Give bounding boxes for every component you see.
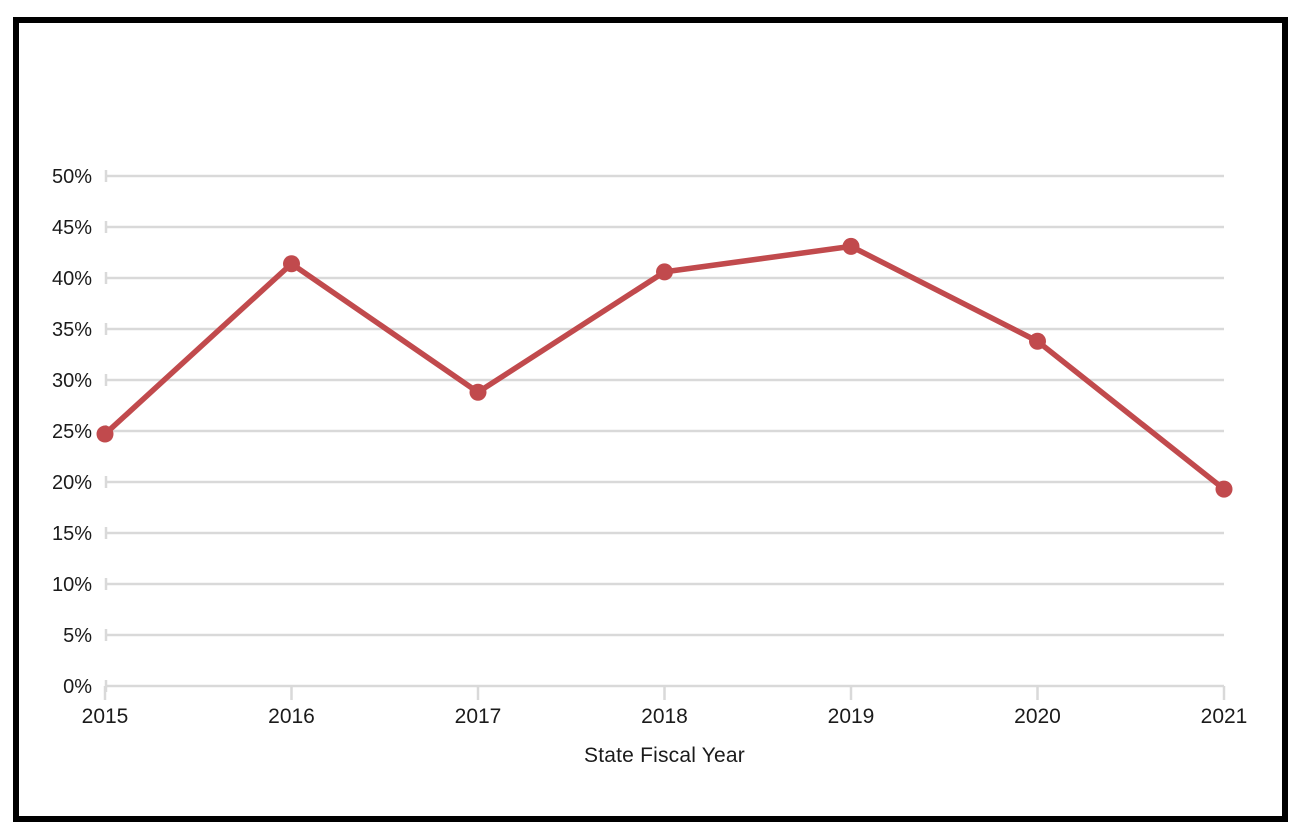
x-tick-label: 2019 xyxy=(828,705,875,728)
y-tick-label: 5% xyxy=(63,625,92,647)
data-point xyxy=(96,425,114,443)
y-tick-label: 25% xyxy=(52,421,92,443)
data-point xyxy=(842,237,860,255)
data-point xyxy=(1029,332,1046,350)
y-tick-label: 0% xyxy=(63,676,92,698)
data-point xyxy=(656,263,673,281)
x-tick-label: 2016 xyxy=(268,705,315,728)
x-tick-label: 2017 xyxy=(455,705,502,728)
y-tick-label: 15% xyxy=(52,523,92,545)
data-point xyxy=(283,255,300,273)
series-line xyxy=(102,243,1227,492)
y-tick-label: 20% xyxy=(52,472,92,494)
x-tick-label: 2018 xyxy=(641,705,688,728)
y-tick-label: 10% xyxy=(52,574,92,596)
y-tick-label: 40% xyxy=(52,268,92,290)
x-tick-label: 2015 xyxy=(82,705,129,728)
y-tick-label: 45% xyxy=(52,217,92,239)
x-tick-label: 2021 xyxy=(1201,705,1248,728)
x-tick-label: 2020 xyxy=(1014,705,1061,728)
data-point xyxy=(1215,480,1233,498)
x-axis-title: State Fiscal Year xyxy=(584,744,745,767)
y-tick-label: 30% xyxy=(52,370,92,392)
y-tick-label: 35% xyxy=(52,319,92,341)
data-point xyxy=(469,383,487,401)
y-tick-label: 50% xyxy=(52,166,92,188)
chart-border-frame xyxy=(13,17,1288,822)
